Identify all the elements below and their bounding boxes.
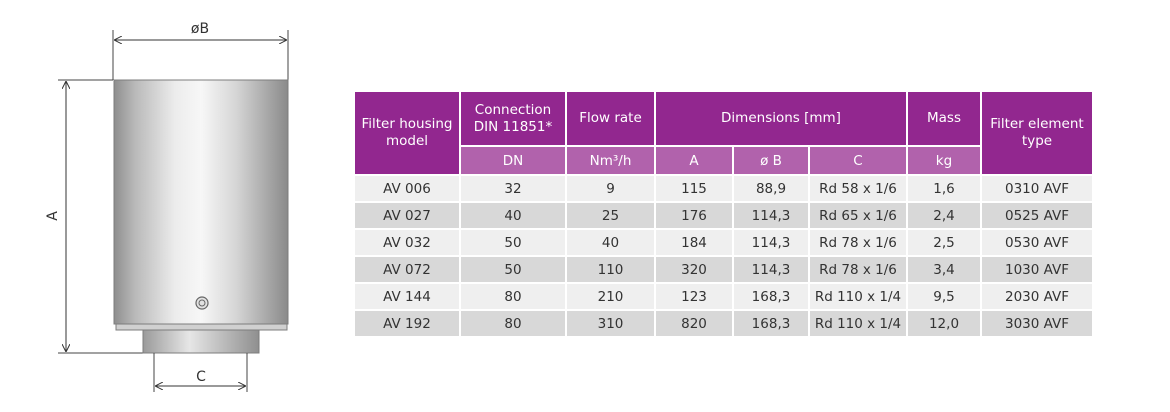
cell-c: Rd 110 x 1/4 (808, 309, 908, 338)
cell-a: 176 (654, 201, 734, 230)
cell-element: 0525 AVF (980, 201, 1094, 230)
cell-flow: 310 (565, 309, 656, 338)
header-dimensions: Dimensions [mm] (654, 90, 908, 147)
cell-flow: 210 (565, 282, 656, 311)
table-row: AV 032 50 40 184 114,3 Rd 78 x 1/6 2,5 0… (353, 228, 1094, 257)
cell-mass: 3,4 (906, 255, 982, 284)
dimension-c: C (153, 353, 248, 392)
table-row: AV 072 50 110 320 114,3 Rd 78 x 1/6 3,4 … (353, 255, 1094, 284)
table-row: AV 027 40 25 176 114,3 Rd 65 x 1/6 2,4 0… (353, 201, 1094, 230)
cell-b: 168,3 (732, 309, 810, 338)
unit-b: ø B (732, 145, 810, 176)
header-mass: Mass (906, 90, 982, 147)
dimension-b-label: øB (191, 21, 209, 37)
cell-model: AV 192 (353, 309, 461, 338)
cell-element: 0530 AVF (980, 228, 1094, 257)
unit-a: A (654, 145, 734, 176)
cell-flow: 40 (565, 228, 656, 257)
cell-c: Rd 78 x 1/6 (808, 228, 908, 257)
cell-model: AV 006 (353, 174, 461, 203)
cell-mass: 1,6 (906, 174, 982, 203)
cell-dn: 50 (459, 255, 567, 284)
cell-model: AV 027 (353, 201, 461, 230)
cell-b: 168,3 (732, 282, 810, 311)
cell-a: 115 (654, 174, 734, 203)
cell-a: 320 (654, 255, 734, 284)
cell-mass: 12,0 (906, 309, 982, 338)
unit-mass: kg (906, 145, 982, 176)
unit-c: C (808, 145, 908, 176)
filter-housing-drawing: øB A C (45, 21, 289, 392)
header-flow-rate: Flow rate (565, 90, 656, 147)
cell-dn: 32 (459, 174, 567, 203)
cell-b: 114,3 (732, 228, 810, 257)
cell-c: Rd 110 x 1/4 (808, 282, 908, 311)
dimension-b: øB (112, 21, 289, 80)
cell-element: 3030 AVF (980, 309, 1094, 338)
cell-c: Rd 78 x 1/6 (808, 255, 908, 284)
cell-c: Rd 65 x 1/6 (808, 201, 908, 230)
cell-a: 820 (654, 309, 734, 338)
table-row: AV 144 80 210 123 168,3 Rd 110 x 1/4 9,5… (353, 282, 1094, 311)
cell-model: AV 144 (353, 282, 461, 311)
cell-flow: 110 (565, 255, 656, 284)
header-model: Filter housing model (353, 90, 461, 176)
cell-b: 114,3 (732, 255, 810, 284)
dimension-a: A (45, 79, 143, 354)
unit-flow: Nm³/h (565, 145, 656, 176)
cell-mass: 2,4 (906, 201, 982, 230)
cell-a: 184 (654, 228, 734, 257)
cell-mass: 2,5 (906, 228, 982, 257)
unit-dn: DN (459, 145, 567, 176)
cell-dn: 80 (459, 282, 567, 311)
cell-model: AV 032 (353, 228, 461, 257)
cell-element: 2030 AVF (980, 282, 1094, 311)
cell-flow: 25 (565, 201, 656, 230)
header-filter-element: Filter element type (980, 90, 1094, 176)
cell-b: 88,9 (732, 174, 810, 203)
dimension-c-label: C (196, 369, 206, 385)
dimension-a-label: A (45, 211, 61, 221)
housing-body (113, 79, 289, 354)
cell-b: 114,3 (732, 201, 810, 230)
header-connection: Connection DIN 11851* (459, 90, 567, 147)
filter-spec-table: Filter housing model Connection DIN 1185… (353, 90, 1094, 338)
cell-dn: 50 (459, 228, 567, 257)
cell-mass: 9,5 (906, 282, 982, 311)
cell-flow: 9 (565, 174, 656, 203)
drain-plug-icon (195, 296, 209, 310)
cell-element: 0310 AVF (980, 174, 1094, 203)
cell-dn: 80 (459, 309, 567, 338)
table-row: AV 192 80 310 820 168,3 Rd 110 x 1/4 12,… (353, 309, 1094, 338)
cell-element: 1030 AVF (980, 255, 1094, 284)
cell-c: Rd 58 x 1/6 (808, 174, 908, 203)
table-row: AV 006 32 9 115 88,9 Rd 58 x 1/6 1,6 031… (353, 174, 1094, 203)
cell-dn: 40 (459, 201, 567, 230)
cell-a: 123 (654, 282, 734, 311)
cell-model: AV 072 (353, 255, 461, 284)
